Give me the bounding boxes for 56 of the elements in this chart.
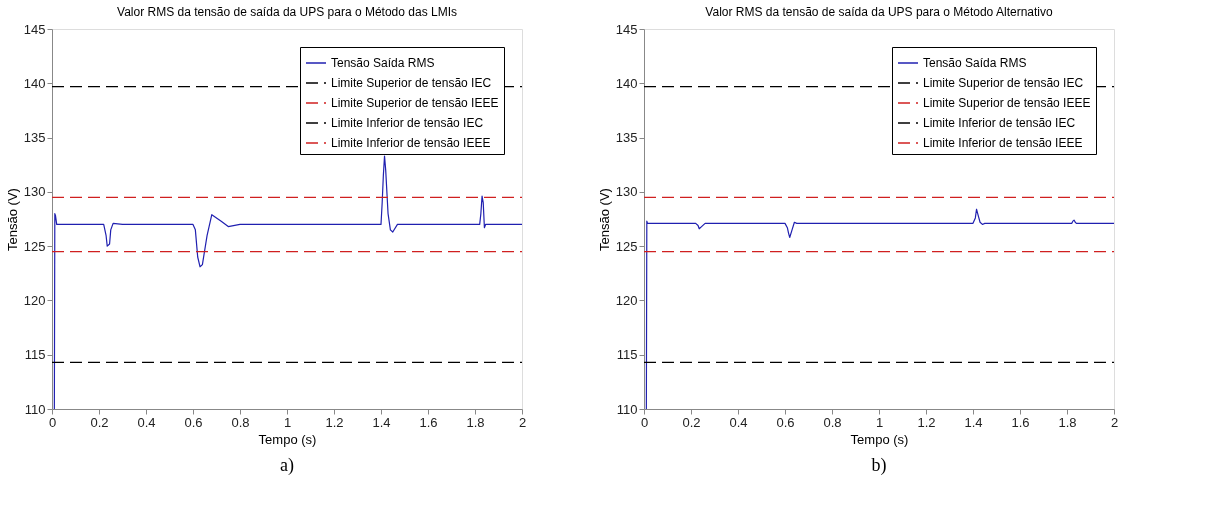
x-tick-label: 1.8 [466,414,485,430]
x-tick-label: 1.6 [419,414,438,430]
legend-label: Limite Superior de tensão IEC [923,76,1084,90]
chart-title: Valor RMS da tensão de saída da UPS para o Método Alternativo [705,5,1053,19]
legend-label: Limite Inferior de tensão IEC [923,116,1076,130]
x-tick-label: 0.2 [682,414,701,430]
x-tick-label: 0 [640,414,649,430]
x-tick-label: 1.2 [325,414,344,430]
y-tick-label: 140 [615,75,638,91]
x-tick-label: 1.6 [1011,414,1030,430]
y-tick-label: 140 [23,75,46,91]
y-tick-label: 110 [24,401,46,417]
legend-label: Limite Superior de tensão IEC [331,76,492,90]
legend-label: Limite Superior de tensão IEEE [331,96,499,110]
y-tick-label: 110 [616,401,638,417]
y-axis-title: Tensão (V) [4,188,20,251]
y-tick-label: 115 [616,347,638,363]
x-tick-label: 1 [875,414,884,430]
y-tick-label: 125 [615,238,638,254]
x-tick-label: 0 [48,414,57,430]
y-tick-label: 130 [615,184,638,200]
y-tick-label: 135 [615,130,638,146]
x-tick-label: 0.4 [137,414,156,430]
x-tick-label: 1.4 [372,414,391,430]
legend-label: Tensão Saída RMS [923,56,1027,70]
x-tick-label: 2 [1110,414,1119,430]
x-axis-title: Tempo (s) [258,431,317,447]
x-tick-label: 1.4 [964,414,983,430]
legend-label: Limite Inferior de tensão IEEE [923,136,1083,150]
x-tick-label: 2 [518,414,527,430]
legend-label: Tensão Saída RMS [331,56,435,70]
x-tick-label: 0.8 [231,414,250,430]
x-tick-label: 0.6 [184,414,203,430]
y-tick-label: 135 [23,130,46,146]
y-axis-title: Tensão (V) [596,188,612,251]
text: b) [871,455,887,476]
y-tick-label: 120 [23,292,46,308]
x-tick-label: 1 [283,414,292,430]
y-tick-label: 130 [23,184,46,200]
x-tick-label: 1.2 [917,414,936,430]
x-tick-label: 0.4 [729,414,748,430]
x-tick-label: 1.8 [1058,414,1077,430]
y-tick-label: 145 [615,21,638,37]
x-tick-label: 0.2 [90,414,109,430]
y-tick-label: 115 [24,347,46,363]
y-tick-label: 120 [615,292,638,308]
x-tick-label: 0.6 [776,414,795,430]
text: a) [280,455,294,476]
legend-label: Limite Inferior de tensão IEC [331,116,484,130]
chart-title: Valor RMS da tensão de saída da UPS para o Método das LMIs [117,5,457,19]
legend-label: Limite Superior de tensão IEEE [923,96,1091,110]
legend-label: Limite Inferior de tensão IEEE [331,136,491,150]
y-tick-label: 125 [23,238,46,254]
y-tick-label: 145 [23,21,46,37]
x-axis-title: Tempo (s) [850,431,909,447]
x-tick-label: 0.8 [823,414,842,430]
